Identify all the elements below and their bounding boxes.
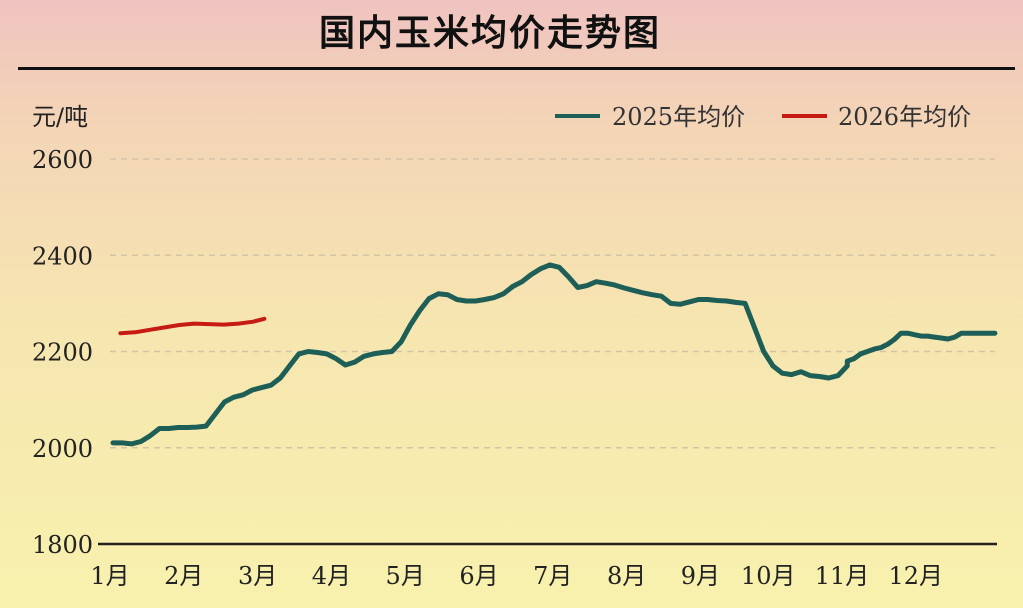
series-line-2026: [118, 316, 267, 336]
legend-label: 2026年均价: [838, 103, 971, 131]
x-tick-label: 9月: [681, 562, 720, 590]
x-tick-label: 2月: [164, 562, 203, 590]
gridlines: [110, 158, 995, 449]
y-axis-labels: 1800 2000 2200 2400 2600: [32, 146, 93, 559]
x-tick-label: 10月: [741, 562, 796, 590]
legend-label: 2025年均价: [612, 103, 745, 131]
x-tick-label: 5月: [386, 562, 425, 590]
x-tick-label: 4月: [312, 562, 351, 590]
x-tick-label: 12月: [889, 562, 944, 590]
legend: 2025年均价 2026年均价: [555, 103, 971, 131]
series-lines: [110, 262, 998, 447]
y-tick-label: 2000: [32, 435, 93, 463]
x-tick-label: 7月: [533, 562, 572, 590]
x-tick-label: 3月: [238, 562, 277, 590]
y-tick-label: 1800: [32, 531, 93, 559]
x-tick-label: 11月: [815, 562, 870, 590]
y-tick-label: 2600: [32, 146, 93, 174]
x-axis-labels: 1月 2月 3月 4月 5月 6月 7月 8月 9月 10月 11月 12月: [90, 562, 943, 590]
x-tick-label: 8月: [607, 562, 646, 590]
title-divider: [18, 67, 1015, 70]
x-tick-label: 6月: [459, 562, 498, 590]
x-tick-label: 1月: [90, 562, 129, 590]
y-axis-unit-label: 元/吨: [32, 103, 88, 131]
series-line-2025: [110, 262, 998, 447]
chart-title: 国内玉米均价走势图: [318, 13, 661, 54]
y-tick-label: 2400: [32, 242, 93, 270]
y-tick-label: 2200: [32, 339, 93, 367]
